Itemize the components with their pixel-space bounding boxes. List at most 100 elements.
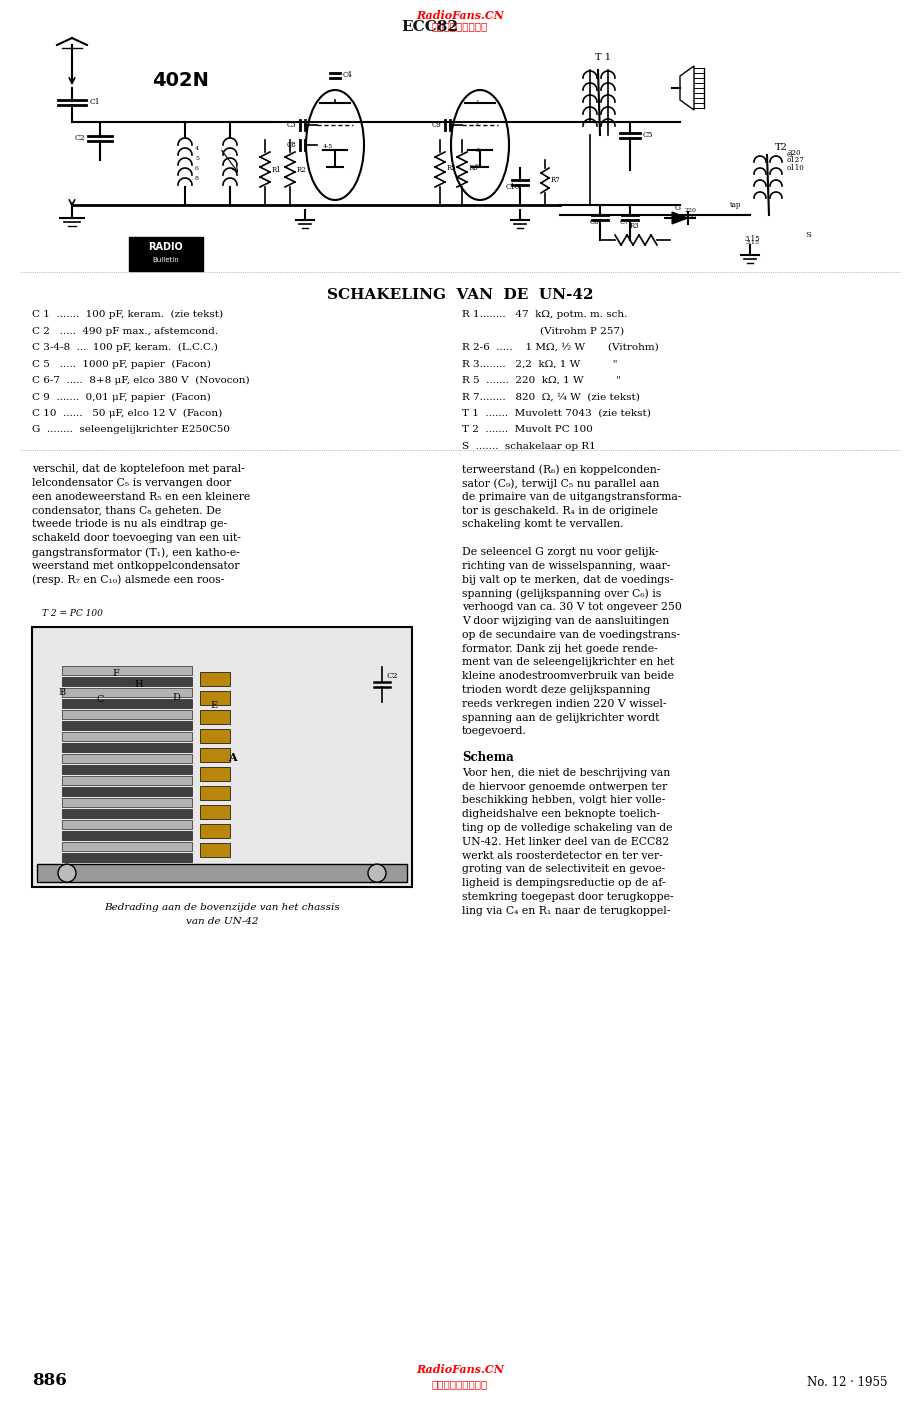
Text: C2: C2 xyxy=(387,672,398,680)
Text: Bulletin: Bulletin xyxy=(153,257,179,262)
Text: T2: T2 xyxy=(774,144,787,152)
Text: de hiervoor genoemde ontwerpen ter: de hiervoor genoemde ontwerpen ter xyxy=(461,782,666,792)
Text: RadioFans.CN: RadioFans.CN xyxy=(415,1364,504,1374)
Text: 8: 8 xyxy=(195,175,199,181)
Text: R7: R7 xyxy=(550,176,561,183)
Text: T 1: T 1 xyxy=(595,54,610,62)
Text: R3: R3 xyxy=(630,222,639,230)
Text: Voor hen, die niet de beschrijving van: Voor hen, die niet de beschrijving van xyxy=(461,768,670,777)
Bar xyxy=(62,765,192,775)
Text: verschil, dat de koptelefoon met paral-: verschil, dat de koptelefoon met paral- xyxy=(32,464,244,474)
Bar xyxy=(20,30,889,265)
Text: V door wijziging van de aansluitingen: V door wijziging van de aansluitingen xyxy=(461,617,668,626)
Text: condensator, thans C₈ geheten. De: condensator, thans C₈ geheten. De xyxy=(32,505,221,515)
Text: UN-42. Het linker deel van de ECC82: UN-42. Het linker deel van de ECC82 xyxy=(461,837,668,847)
Bar xyxy=(62,753,192,763)
Text: 2: 2 xyxy=(474,121,479,127)
Text: RadioFans.CN: RadioFans.CN xyxy=(415,10,504,21)
Text: sator (C₉), terwijl C₅ nu parallel aan: sator (C₉), terwijl C₅ nu parallel aan xyxy=(461,478,659,488)
Text: T 2 = PC 100: T 2 = PC 100 xyxy=(42,610,103,618)
Text: groting van de selectiviteit en gevoe-: groting van de selectiviteit en gevoe- xyxy=(461,865,664,875)
FancyBboxPatch shape xyxy=(129,237,203,271)
Text: een anodeweerstand R₅ en een kleinere: een anodeweerstand R₅ en een kleinere xyxy=(32,492,250,502)
Text: 402N: 402N xyxy=(152,71,209,89)
Bar xyxy=(32,626,412,888)
Text: o110: o110 xyxy=(786,164,804,172)
Text: G: G xyxy=(675,205,680,212)
Text: O: O xyxy=(786,151,792,159)
Bar xyxy=(62,732,192,741)
Text: R6: R6 xyxy=(469,164,478,172)
Text: 220: 220 xyxy=(685,207,697,213)
Text: C 1  .......  100 pF, keram.  (zie tekst): C 1 ....... 100 pF, keram. (zie tekst) xyxy=(32,310,223,319)
Text: C 9  .......  0,01 μF, papier  (Facon): C 9 ....... 0,01 μF, papier (Facon) xyxy=(32,392,210,402)
Text: tweede triode is nu als eindtrap ge-: tweede triode is nu als eindtrap ge- xyxy=(32,519,227,529)
Text: ling via C₄ en R₁ naar de terugkoppel-: ling via C₄ en R₁ naar de terugkoppel- xyxy=(461,906,670,916)
Text: R 5  .......  220  kΩ, 1 W          ": R 5 ....... 220 kΩ, 1 W " xyxy=(461,375,620,385)
Text: S: S xyxy=(804,231,810,238)
Text: tap: tap xyxy=(729,200,741,209)
Text: werkt als roosterdetector en ter ver-: werkt als roosterdetector en ter ver- xyxy=(461,851,662,861)
Ellipse shape xyxy=(306,90,364,200)
Text: reeds verkregen indien 220 V wissel-: reeds verkregen indien 220 V wissel- xyxy=(461,698,665,708)
Text: R 3........   2,2  kΩ, 1 W          ": R 3........ 2,2 kΩ, 1 W " xyxy=(461,360,617,368)
Text: A: A xyxy=(227,752,236,763)
Ellipse shape xyxy=(450,90,508,200)
Text: C7: C7 xyxy=(619,219,630,226)
Text: De seleencel G zorgt nu voor gelijk-: De seleencel G zorgt nu voor gelijk- xyxy=(461,547,658,557)
Text: ligheid is dempingsreductie op de af-: ligheid is dempingsreductie op de af- xyxy=(461,878,665,889)
Text: formator. Dank zij het goede rende-: formator. Dank zij het goede rende- xyxy=(461,643,657,653)
Text: C 2   .....  490 pF max., afstemcond.: C 2 ..... 490 pF max., afstemcond. xyxy=(32,326,218,336)
Text: G  ........  seleengelijkrichter E250C50: G ........ seleengelijkrichter E250C50 xyxy=(32,426,230,435)
Text: SCHAKELING  VAN  DE  UN-42: SCHAKELING VAN DE UN-42 xyxy=(326,288,593,302)
Text: T 2  .......  Muvolt PC 100: T 2 ....... Muvolt PC 100 xyxy=(461,426,592,435)
Text: (resp. R₇ en C₁₀) alsmede een roos-: (resp. R₇ en C₁₀) alsmede een roos- xyxy=(32,574,224,586)
Bar xyxy=(37,864,406,882)
Text: B: B xyxy=(59,687,66,697)
Polygon shape xyxy=(671,212,687,224)
Text: verhoogd van ca. 30 V tot ongeveer 250: verhoogd van ca. 30 V tot ongeveer 250 xyxy=(461,602,681,612)
Bar xyxy=(199,672,230,686)
Circle shape xyxy=(368,864,386,882)
Text: spanning (gelijkspanning over C₆) is: spanning (gelijkspanning over C₆) is xyxy=(461,588,661,600)
Text: schakeling komt te vervallen.: schakeling komt te vervallen. xyxy=(461,519,623,529)
Text: toegevoerd.: toegevoerd. xyxy=(461,727,527,737)
Text: weerstand met ontkoppelcondensator: weerstand met ontkoppelcondensator xyxy=(32,560,239,571)
Bar xyxy=(199,710,230,724)
Text: 886: 886 xyxy=(32,1371,67,1388)
Text: spanning aan de gelijkrichter wordt: spanning aan de gelijkrichter wordt xyxy=(461,713,659,722)
Text: R1: R1 xyxy=(272,166,281,174)
Text: C1: C1 xyxy=(90,97,100,106)
Circle shape xyxy=(58,864,76,882)
Text: RADIO: RADIO xyxy=(149,243,183,253)
Text: Bedrading aan de bovenzijde van het chassis: Bedrading aan de bovenzijde van het chas… xyxy=(104,903,339,912)
Bar xyxy=(62,842,192,851)
Text: D: D xyxy=(172,693,180,701)
Text: ment van de seleengelijkrichter en het: ment van de seleengelijkrichter en het xyxy=(461,658,674,667)
Text: 收音机爱好者资料库: 收音机爱好者资料库 xyxy=(431,23,488,31)
Bar xyxy=(199,691,230,706)
Text: C8: C8 xyxy=(287,141,297,150)
Bar xyxy=(199,748,230,762)
Text: C6: C6 xyxy=(589,219,599,226)
Text: bij valt op te merken, dat de voedings-: bij valt op te merken, dat de voedings- xyxy=(461,574,673,584)
Text: C: C xyxy=(96,696,104,704)
Text: C3: C3 xyxy=(287,121,296,128)
Text: 9: 9 xyxy=(474,165,479,169)
Bar xyxy=(199,844,230,856)
Bar xyxy=(62,698,192,708)
Bar xyxy=(199,729,230,744)
Text: 收音机爱好者资料库: 收音机爱好者资料库 xyxy=(431,1380,488,1388)
Text: H: H xyxy=(134,680,142,689)
Text: stemkring toegepast door terugkoppe-: stemkring toegepast door terugkoppe- xyxy=(461,892,673,902)
Text: C 5   .....  1000 pF, papier  (Facon): C 5 ..... 1000 pF, papier (Facon) xyxy=(32,360,210,368)
Bar xyxy=(62,677,192,686)
Text: 4: 4 xyxy=(195,145,199,151)
Bar xyxy=(62,854,192,862)
Text: T 1  .......  Muvolett 7043  (zie tekst): T 1 ....... Muvolett 7043 (zie tekst) xyxy=(461,409,650,418)
Text: R2: R2 xyxy=(297,166,306,174)
Bar xyxy=(62,666,192,674)
Bar xyxy=(62,710,192,720)
Text: gangstransformator (T₁), een katho­e-: gangstransformator (T₁), een katho­e- xyxy=(32,547,240,557)
Text: 3: 3 xyxy=(474,148,479,152)
